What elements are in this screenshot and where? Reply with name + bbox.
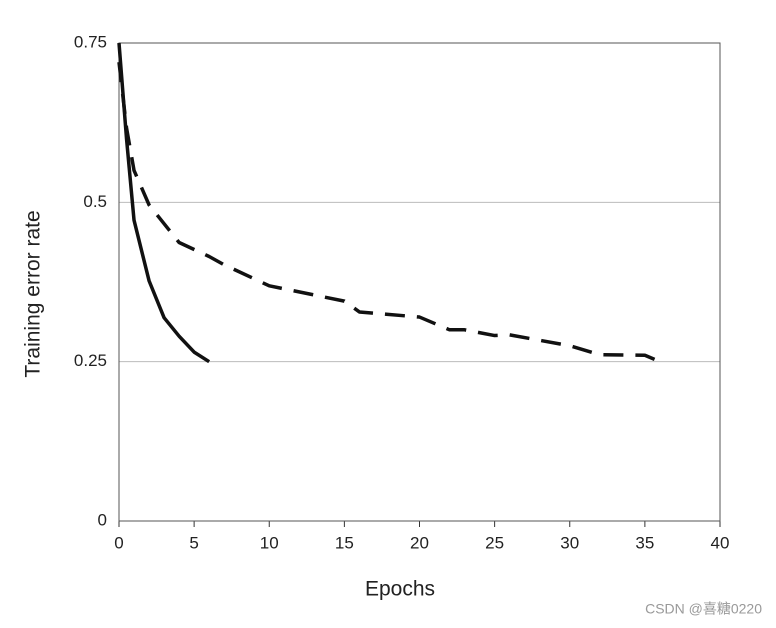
series-line	[117, 42, 211, 364]
y-tick-label: 0.25	[74, 351, 107, 370]
x-tick-label: 25	[485, 533, 504, 552]
x-tick-label: 15	[335, 533, 354, 552]
x-tick-label: 10	[260, 533, 279, 552]
x-tick-label: 0	[114, 533, 123, 552]
y-tick-label: 0.5	[83, 192, 107, 211]
x-tick-label: 30	[560, 533, 579, 552]
y-tick-label: 0.75	[74, 32, 107, 51]
x-tick-label: 40	[711, 533, 730, 552]
x-tick-label: 5	[189, 533, 198, 552]
x-axis-title: Epochs	[365, 578, 435, 601]
y-axis-title: Training error rate	[22, 210, 45, 377]
plot-frame	[118, 42, 721, 522]
y-tick-label: 0	[98, 510, 107, 529]
series-line	[117, 61, 661, 364]
watermark: CSDN @喜糖0220	[645, 601, 762, 617]
x-tick-label: 35	[635, 533, 654, 552]
x-tick-label: 20	[410, 533, 429, 552]
